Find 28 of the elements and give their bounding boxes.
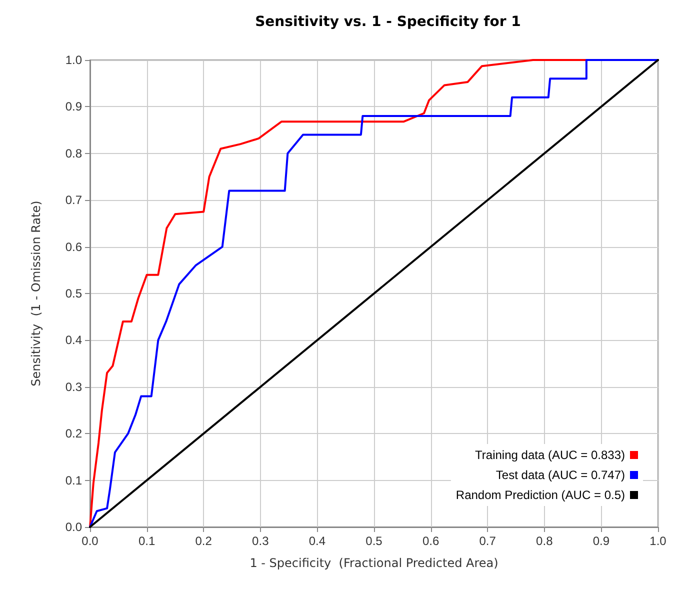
x-tick-label: 0.6 bbox=[422, 534, 440, 548]
x-tick-label: 1.0 bbox=[650, 534, 667, 548]
y-tick-label: 0.4 bbox=[65, 333, 82, 348]
y-tick-label: 0.1 bbox=[65, 473, 82, 488]
legend-label: Training data (AUC = 0.833) bbox=[475, 448, 625, 462]
legend-label: Random Prediction (AUC = 0.5) bbox=[456, 488, 625, 502]
x-tick-label: 0.3 bbox=[252, 534, 270, 548]
y-axis-title: Sensitivity (1 - Omission Rate) bbox=[29, 200, 43, 386]
x-tick-label: 0.7 bbox=[479, 534, 496, 548]
chart-title: Sensitivity vs. 1 - Specificity for 1 bbox=[255, 14, 521, 30]
y-tick-label: 0.6 bbox=[65, 240, 82, 254]
y-tick-label: 0.5 bbox=[65, 286, 82, 300]
y-tick-label: 0.0 bbox=[65, 520, 82, 534]
x-tick-label: 0.1 bbox=[138, 534, 156, 548]
y-tick-label: 1.0 bbox=[65, 53, 82, 67]
y-tick-label: 0.7 bbox=[65, 193, 82, 208]
x-tick-label: 0.8 bbox=[536, 534, 554, 548]
y-tick-label: 0.8 bbox=[65, 146, 82, 160]
x-tick-label: 0.5 bbox=[366, 534, 383, 548]
x-tick-label: 0.0 bbox=[82, 534, 99, 548]
x-tick-label: 0.2 bbox=[195, 534, 212, 548]
y-tick-label: 0.9 bbox=[65, 100, 82, 114]
y-tick-label: 0.3 bbox=[65, 380, 82, 394]
y-tick-label: 0.2 bbox=[65, 426, 82, 441]
x-axis-title: 1 - Specificity (Fractional Predicted Area) bbox=[250, 556, 498, 570]
legend-label: Test data (AUC = 0.747) bbox=[496, 468, 625, 482]
x-tick-label: 0.4 bbox=[308, 534, 326, 548]
x-tick-label: 0.9 bbox=[592, 534, 610, 548]
